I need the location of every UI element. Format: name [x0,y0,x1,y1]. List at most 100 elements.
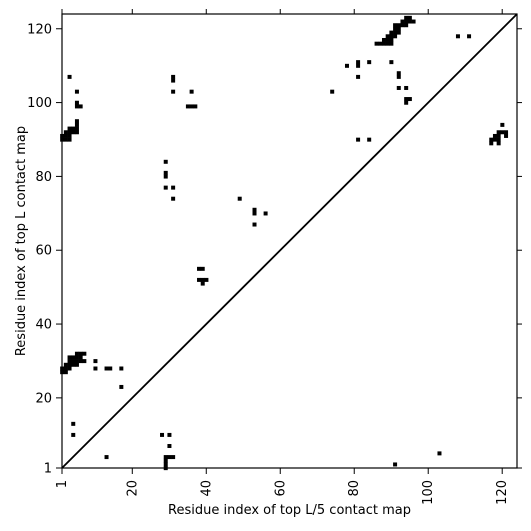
contact-cell-top-l5 [71,421,76,426]
contact-cell-top-l [204,277,209,282]
contact-cell-top-l [404,19,409,24]
contact-cell-top-l5 [78,359,83,364]
contact-cell-top-l [200,277,205,282]
contact-cell-top-l [404,100,409,105]
contact-cell-top-l [74,119,79,124]
contact-cell-top-l [500,130,505,135]
contact-cell-top-l [393,30,398,35]
contact-cell-top-l [74,126,79,131]
contact-cell-top-l [252,211,257,216]
contact-cell-top-l [381,41,386,46]
contact-cell-top-l [389,37,394,42]
contact-cell-top-l [171,185,176,190]
contact-cells [60,15,509,471]
contact-cell-top-l [71,126,76,131]
contact-cell-top-l [197,277,202,282]
contact-cell-top-l5 [74,351,79,356]
contact-cell-top-l [200,266,205,271]
contact-cell-top-l [263,211,268,216]
x-tick-label: 40 [199,480,214,497]
contact-cell-top-l [67,137,72,142]
contact-cell-top-l5 [393,462,398,467]
contact-cell-top-l5 [74,362,79,367]
contact-cell-top-l [367,137,372,142]
contact-cell-top-l [171,196,176,201]
x-tick-label: 20 [125,480,140,497]
contact-cell-top-l [67,133,72,138]
contact-cell-top-l [404,15,409,20]
contact-cell-top-l [193,104,198,109]
contact-cell-top-l [385,34,390,39]
contact-cell-top-l5 [67,362,72,367]
contact-cell-top-l [74,122,79,127]
plot-frame [61,13,518,469]
contact-cell-top-l [356,60,361,65]
contact-cell-top-l [163,159,168,164]
contact-cell-top-l5 [78,355,83,360]
contact-cell-top-l [163,170,168,175]
contact-cell-top-l [504,133,509,138]
contact-cell-top-l [74,89,79,94]
contact-cell-top-l [492,133,497,138]
contact-cell-top-l [74,130,79,135]
contact-cell-top-l [393,34,398,39]
y-tick-label: 120 [27,22,52,37]
contact-cell-top-l [171,78,176,83]
contact-cell-top-l5 [119,366,124,371]
contact-cell-top-l5 [63,370,68,375]
contact-cell-top-l [378,41,383,46]
y-tick-label: 60 [35,244,52,259]
y-tick-label: 80 [35,170,52,185]
contact-cell-top-l [404,97,409,102]
contact-cell-top-l [67,130,72,135]
contact-cell-top-l [393,26,398,31]
contact-cell-top-l [404,85,409,90]
contact-cell-top-l [389,60,394,65]
y-tick-label: 40 [35,318,52,333]
contact-cell-top-l [63,130,68,135]
contact-cell-top-l [67,74,72,79]
contact-cell-top-l5 [78,351,83,356]
contact-cell-top-l [407,97,412,102]
contact-cell-top-l [63,133,68,138]
contact-cell-top-l [389,41,394,46]
contact-cell-top-l5 [108,366,113,371]
contact-cell-top-l [467,34,472,39]
contact-cell-top-l5 [167,432,172,437]
contact-cell-top-l5 [171,455,176,460]
contact-cell-top-l [185,104,190,109]
contact-cell-top-l [396,71,401,76]
contact-cell-top-l [171,89,176,94]
y-tick-label: 100 [27,96,52,111]
contact-cell-top-l5 [163,455,168,460]
contact-cell-top-l [356,74,361,79]
contact-cell-top-l5 [74,355,79,360]
contact-cell-top-l [400,19,405,24]
contact-cell-top-l5 [63,362,68,367]
contact-cell-top-l [396,74,401,79]
contact-cell-top-l [396,26,401,31]
contact-cell-top-l [455,34,460,39]
contact-cell-top-l [197,266,202,271]
contact-cell-top-l [330,89,335,94]
contact-cell-top-l [496,133,501,138]
contact-cell-top-l5 [67,359,72,364]
contact-cell-top-l [344,63,349,68]
contact-cell-top-l [496,141,501,146]
contact-cell-top-l [200,281,205,286]
contact-cell-top-l [189,89,194,94]
y-axis-label: Residue index of top L contact map [14,126,29,356]
contact-cell-top-l [252,207,257,212]
contact-cell-top-l5 [104,455,109,460]
contact-cell-top-l [496,130,501,135]
contact-cell-top-l [385,37,390,42]
contact-cell-top-l [393,23,398,28]
contact-cell-top-l5 [167,455,172,460]
contact-cell-top-l5 [67,355,72,360]
contact-cell-top-l5 [82,351,87,356]
contact-cell-top-l [367,60,372,65]
contact-cell-top-l5 [437,451,442,456]
contact-cell-top-l [396,30,401,35]
